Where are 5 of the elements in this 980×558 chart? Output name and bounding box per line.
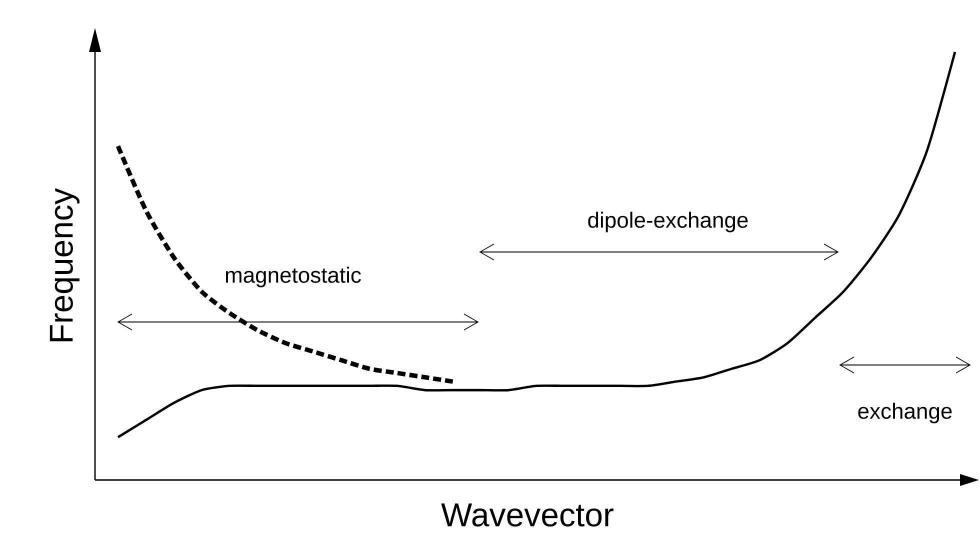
annotation: magnetostatic [226, 266, 361, 288]
x-axis-title: Wavevector [441, 504, 614, 527]
annotation: exchange [858, 402, 952, 424]
y-axis-title: Frequency [50, 188, 80, 342]
annotation: dipole-exchange [588, 212, 748, 232]
